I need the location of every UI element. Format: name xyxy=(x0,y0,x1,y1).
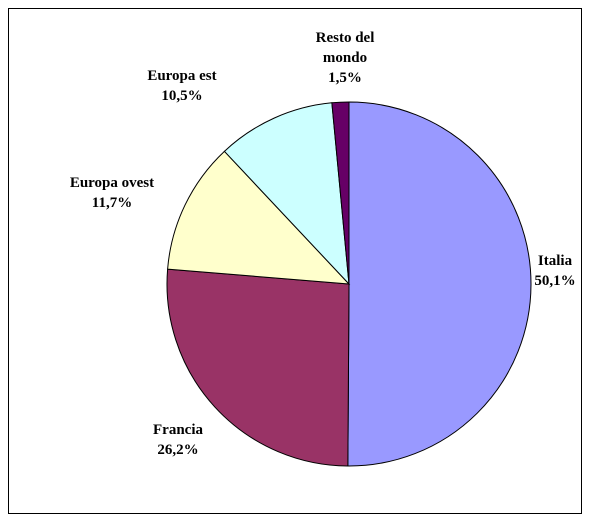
pie-slice xyxy=(347,101,532,467)
category-label: Europa est xyxy=(147,68,217,84)
pie-slice xyxy=(223,102,350,286)
category-label: Europa ovest xyxy=(69,175,155,191)
category-label: Francia xyxy=(153,422,203,438)
value-label: 10,5% xyxy=(161,88,203,104)
slice-label: Resto del mondo 1,5% xyxy=(305,28,385,88)
category-label: Italia xyxy=(537,253,573,269)
slice-label: Italia 50,1% xyxy=(515,251,592,291)
chart-frame xyxy=(8,8,582,514)
value-label: 11,7% xyxy=(91,195,133,211)
slice-label: Francia 26,2% xyxy=(128,420,228,460)
category-label: Resto del mondo xyxy=(315,30,375,66)
pie-slice xyxy=(331,101,350,285)
slice-label: Europa ovest 11,7% xyxy=(42,173,182,213)
pie-slice xyxy=(166,268,350,467)
value-label: 50,1% xyxy=(534,273,576,289)
slice-label: Europa est 10,5% xyxy=(122,66,242,106)
pie-slice xyxy=(167,150,351,285)
value-label: 1,5% xyxy=(328,70,362,86)
value-label: 26,2% xyxy=(157,442,199,458)
